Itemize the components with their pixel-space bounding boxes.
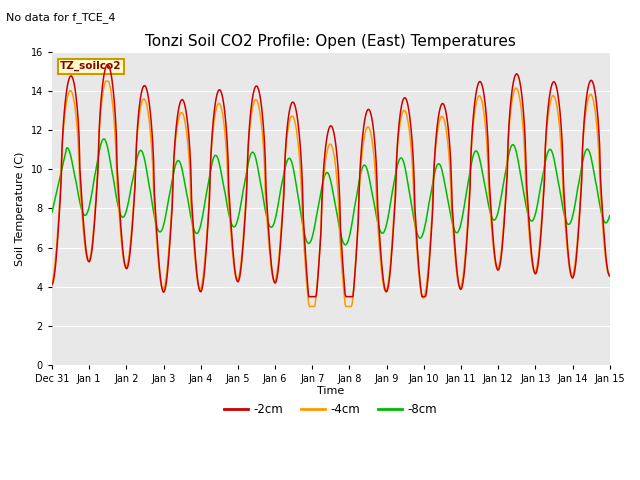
Text: No data for f_TCE_4: No data for f_TCE_4 [6,12,116,23]
Title: Tonzi Soil CO2 Profile: Open (East) Temperatures: Tonzi Soil CO2 Profile: Open (East) Temp… [145,34,516,49]
Text: TZ_soilco2: TZ_soilco2 [60,61,122,72]
X-axis label: Time: Time [317,385,344,396]
Legend: -2cm, -4cm, -8cm: -2cm, -4cm, -8cm [220,398,442,420]
Y-axis label: Soil Temperature (C): Soil Temperature (C) [15,151,25,266]
